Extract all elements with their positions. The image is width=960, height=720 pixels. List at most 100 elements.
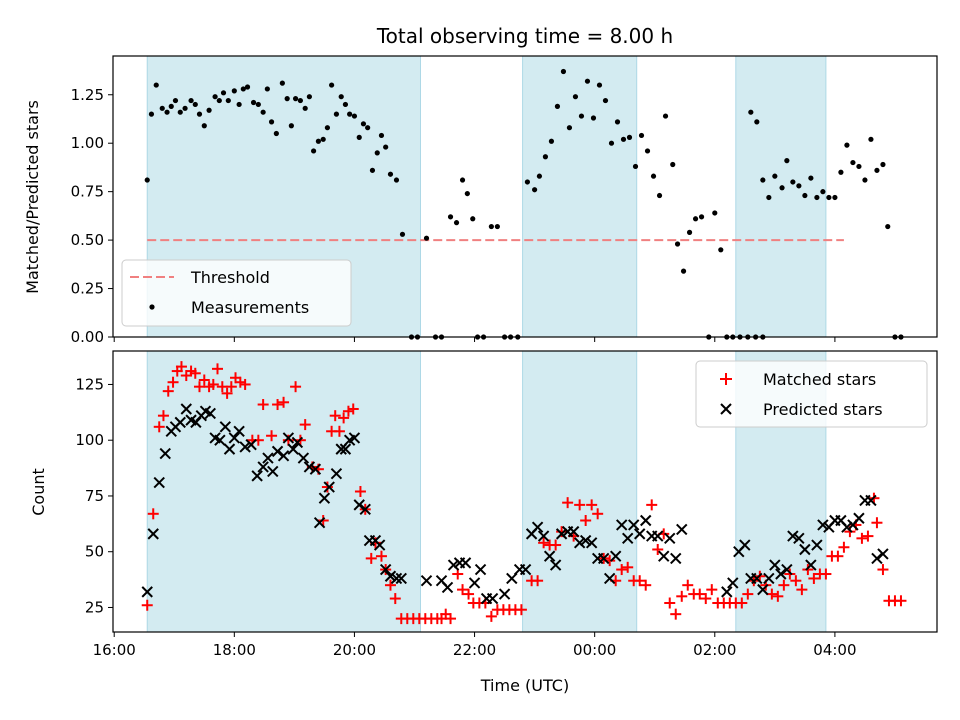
measurement-point (192, 101, 198, 108)
measurement-point (838, 169, 844, 175)
measurement-point (698, 214, 705, 220)
predicted-stars-point (799, 543, 811, 556)
matched-stars-point (676, 590, 688, 602)
measurement-point (548, 138, 555, 144)
matched-stars-point (338, 412, 350, 424)
y-tick-label: 1.25 (71, 86, 104, 104)
matched-stars-point (354, 486, 366, 497)
predicted-stars-point (447, 559, 460, 571)
measurement-point (284, 96, 290, 102)
legend-predicted-label: Predicted stars (763, 400, 883, 419)
predicted-stars-point (313, 517, 326, 529)
predicted-stars-point (555, 528, 568, 540)
matched-stars-point (820, 568, 832, 580)
matched-stars-point (550, 539, 562, 551)
matched-stars-point (556, 526, 568, 538)
measurement-point (832, 194, 838, 201)
predicted-stars-point (353, 499, 365, 511)
predicted-stars-point (763, 572, 775, 585)
matched-stars-point (772, 590, 784, 602)
matched-stars-point (342, 405, 354, 417)
measurement-point (464, 190, 470, 197)
matched-stars-point (257, 399, 269, 411)
legend-matched-swatch (720, 373, 732, 385)
measurement-point (393, 177, 400, 183)
x-tick-label: 00:00 (573, 641, 616, 659)
measurement-point (754, 119, 760, 125)
predicted-stars-point (627, 519, 640, 531)
predicted-stars-point (303, 461, 316, 473)
measurement-point (329, 82, 335, 88)
matched-stars-point (515, 604, 527, 616)
predicted-stars-point (793, 532, 805, 545)
bottom-axes-frame (112, 350, 938, 633)
predicted-stars-point (379, 563, 392, 576)
measurement-point (718, 247, 724, 253)
measurement-point (333, 111, 340, 117)
measurement-point (620, 136, 627, 142)
predicted-stars-point (853, 512, 865, 524)
measurement-point (670, 161, 676, 168)
matched-stars-point (694, 588, 706, 600)
legend-measurements-label: Measurements (191, 298, 309, 317)
predicted-stars-point (567, 525, 580, 538)
matched-stars-point (580, 514, 592, 526)
matched-stars-point (796, 584, 808, 596)
matched-stars-point (856, 532, 868, 544)
measurement-point (650, 173, 657, 179)
measurement-point (686, 229, 693, 235)
measurement-point (297, 97, 303, 104)
measurement-point (692, 216, 699, 222)
predicted-stars-point (640, 514, 652, 527)
predicted-stars-point (498, 588, 511, 600)
matched-stars-point (141, 599, 153, 611)
predicted-stars-point (335, 443, 347, 455)
matched-stars-point (700, 593, 712, 605)
predicted-stars-point (141, 586, 153, 598)
matched-stars-point (862, 530, 874, 542)
matched-stars-point (272, 399, 284, 411)
matched-stars-point (670, 608, 682, 620)
predicted-stars-point (180, 403, 192, 415)
predicted-stars-point (634, 528, 646, 540)
matched-stars-point (895, 595, 907, 607)
predicted-stars-point (214, 434, 226, 446)
x-tick-label: 18:00 (213, 641, 256, 659)
predicted-stars-point (727, 577, 739, 589)
predicted-stars-point (877, 548, 889, 560)
measurement-point (532, 187, 538, 193)
predicted-stars-point (291, 436, 304, 449)
measurement-point (796, 183, 802, 189)
measurement-point (236, 101, 242, 108)
y-tick-label: 0.75 (71, 183, 104, 201)
predicted-stars-point (441, 581, 454, 594)
matched-stars-point (538, 537, 550, 549)
matched-stars-point (532, 575, 544, 587)
y-tick-label: 1.00 (71, 134, 104, 152)
predicted-stars-point (228, 432, 241, 444)
matched-stars-point (463, 588, 475, 600)
matched-stars-point (646, 499, 658, 511)
measurement-point (250, 99, 257, 106)
y-tick-label: 25 (85, 598, 104, 616)
matched-stars-point (239, 378, 251, 390)
matched-stars-point (574, 499, 586, 511)
x-tick-label: 04:00 (813, 641, 856, 659)
matched-stars-point (384, 579, 396, 591)
x-tick-label: 02:00 (693, 641, 736, 659)
measurement-point (626, 134, 633, 140)
measurement-point (772, 173, 778, 179)
matched-stars-point (365, 552, 377, 564)
predicted-stars-point (395, 572, 407, 585)
measurement-point (862, 177, 868, 183)
matched-stars-point (634, 575, 646, 587)
measurement-point (164, 109, 170, 115)
matched-stars-point (622, 561, 634, 573)
measurement-point (244, 84, 251, 90)
top-y-axis-label: Matched/Predicted stars (23, 100, 42, 294)
predicted-stars-point (348, 432, 361, 444)
measurement-point (784, 158, 790, 164)
measurement-point (578, 113, 585, 119)
measurement-point (885, 223, 891, 230)
matched-stars-point (736, 597, 748, 609)
